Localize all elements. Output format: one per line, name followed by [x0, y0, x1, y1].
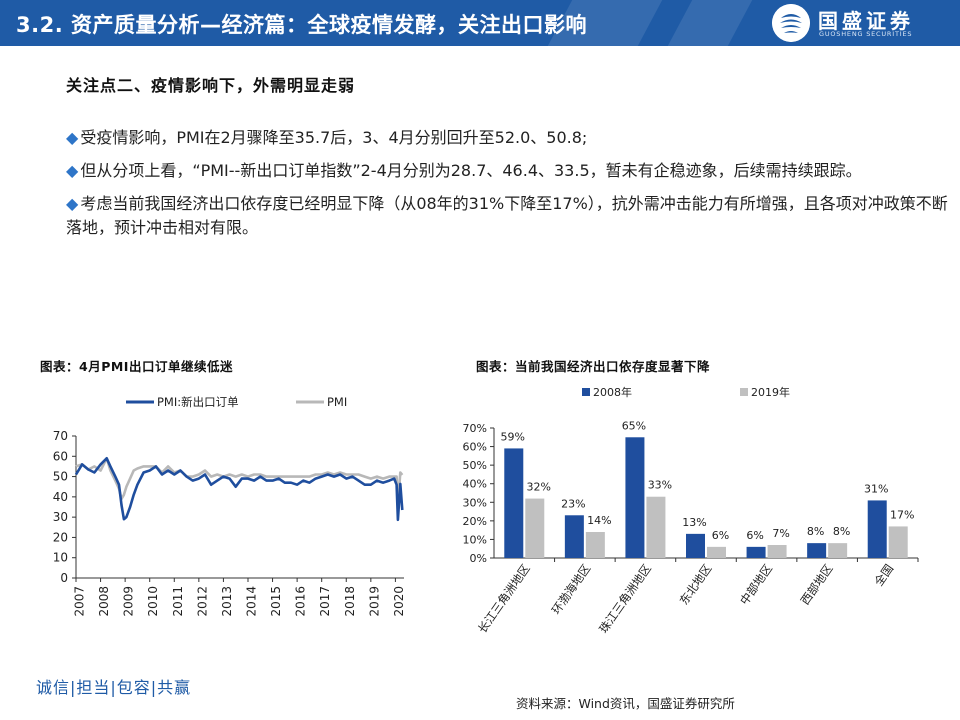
y-tick-label: 40%	[463, 478, 487, 491]
x-tick-label: 2017	[318, 586, 332, 617]
diamond-bullet-icon: ◆	[66, 161, 79, 180]
export-chart-title: 图表：当前我国经济出口依存度显著下降	[476, 359, 711, 374]
pmi-chart-title: 图表：4月PMI出口订单继续低迷	[40, 359, 233, 374]
x-tick-label: 2015	[269, 586, 283, 617]
x-tick-label: 2011	[171, 586, 185, 617]
y-tick-label: 10%	[463, 533, 487, 546]
bar	[504, 448, 524, 558]
bullet-text: 考虑当前我国经济出口依存度已经明显下降（从08年的31%下降至17%），抗外需冲…	[66, 194, 948, 237]
y-tick-label: 40	[53, 490, 68, 504]
y-tick-label: 50	[53, 470, 68, 484]
bar	[646, 496, 666, 558]
category-label: 环渤海地区	[549, 562, 593, 617]
legend-swatch	[582, 388, 590, 396]
x-tick-label: 2007	[73, 586, 87, 617]
category-label: 西部地区	[798, 562, 836, 608]
header-stripe	[667, 0, 753, 46]
header-bar: 3.2. 资产质量分析—经济篇：全球疫情发酵，关注出口影响 国盛证券 GUOSH…	[0, 0, 960, 46]
bar	[888, 526, 908, 558]
y-tick-label: 0	[60, 571, 68, 585]
x-tick-label: 2018	[343, 586, 357, 617]
x-tick-label: 2016	[294, 586, 308, 617]
data-label: 13%	[682, 516, 706, 529]
y-tick-label: 0%	[470, 552, 487, 565]
x-tick-label: 2010	[146, 586, 160, 617]
page-title: 3.2. 资产质量分析—经济篇：全球疫情发酵，关注出口影响	[16, 9, 587, 39]
bar	[625, 437, 645, 558]
legend-label: 2008年	[593, 385, 632, 399]
series-line-export-orders	[74, 457, 404, 522]
export-bar-chart: 2008年 2019年 0% 10% 20% 30% 40% 50% 60% 70% 59% 32% 长…	[463, 385, 919, 636]
legend-label: PMI	[327, 395, 347, 409]
series-line-pmi	[75, 457, 404, 507]
data-label: 33%	[648, 479, 672, 492]
legend-swatch	[740, 388, 748, 396]
source-note: 资料来源：Wind资讯，国盛证券研究所	[516, 696, 735, 711]
bar	[585, 532, 605, 558]
x-tick-label: 2009	[122, 586, 136, 617]
brand-logo: 国盛证券 GUOSHENG SECURITIES	[772, 2, 952, 44]
brand-subtitle: GUOSHENG SECURITIES	[819, 30, 913, 38]
bullet-text: 但从分项上看，“PMI--新出口订单指数”2-4月分别为28.7、46.4、33…	[80, 161, 862, 180]
bullet-list: ◆ 受疫情影响，PMI在2月骤降至35.7后，3、4月分别回升至52.0、50.8…	[66, 126, 950, 249]
brand-name: 国盛证券	[818, 9, 914, 33]
subheading: 关注点二、疫情影响下，外需明显走弱	[66, 76, 356, 95]
category-label: 中部地区	[737, 562, 775, 608]
x-tick-label: 2008	[97, 586, 111, 617]
legend-label: PMI:新出口订单	[157, 395, 239, 409]
y-tick-label: 60%	[463, 441, 487, 454]
y-tick-label: 70%	[463, 422, 487, 435]
y-tick-label: 20%	[463, 515, 487, 528]
y-tick-label: 30%	[463, 496, 487, 509]
data-label: 59%	[501, 430, 525, 443]
company-logo-icon	[772, 4, 810, 42]
data-label: 6%	[746, 529, 763, 542]
bar	[828, 543, 848, 558]
bar	[807, 543, 827, 558]
bullet-item: ◆ 但从分项上看，“PMI--新出口订单指数”2-4月分别为28.7、46.4、3…	[66, 159, 950, 183]
y-tick-label: 50%	[463, 459, 487, 472]
x-tick-label: 2012	[195, 586, 209, 617]
data-label: 8%	[833, 525, 850, 538]
diamond-bullet-icon: ◆	[66, 128, 79, 147]
x-tick-label: 2014	[244, 586, 258, 617]
x-tick-label: 2020	[392, 586, 406, 617]
diamond-bullet-icon: ◆	[66, 194, 79, 213]
category-label: 东北地区	[677, 562, 715, 608]
bar	[525, 498, 545, 558]
y-tick-label: 70	[53, 429, 68, 443]
data-label: 23%	[561, 497, 585, 510]
bar	[564, 515, 584, 558]
category-label: 长江三角洲地区	[475, 562, 533, 636]
bullet-item: ◆ 考虑当前我国经济出口依存度已经明显下降（从08年的31%下降至17%），抗外需…	[66, 192, 950, 240]
y-tick-label: 60	[53, 449, 68, 463]
bar	[686, 533, 705, 558]
bar	[707, 546, 726, 558]
y-tick-label: 20	[53, 530, 68, 544]
x-tick-label: 2013	[220, 586, 234, 617]
bullet-item: ◆ 受疫情影响，PMI在2月骤降至35.7后，3、4月分别回升至52.0、50.8…	[66, 126, 950, 150]
data-label: 8%	[807, 525, 824, 538]
y-tick-label: 30	[53, 510, 68, 524]
data-label: 32%	[527, 481, 551, 494]
x-tick-label: 2019	[367, 586, 381, 617]
bar	[767, 545, 787, 558]
data-label: 14%	[587, 514, 611, 527]
data-label: 65%	[622, 419, 646, 432]
bar	[867, 500, 887, 558]
footer-slogan: 诚信|担当|包容|共赢	[36, 678, 192, 697]
data-label: 31%	[864, 482, 888, 495]
data-label: 17%	[890, 508, 914, 521]
y-tick-label: 10	[53, 551, 68, 565]
bar	[746, 546, 766, 558]
legend-label: 2019年	[751, 385, 790, 399]
pmi-line-chart: PMI:新出口订单 PMI 0 10 20 30 40 50 60 70 2007 2008 2009 2…	[53, 395, 406, 617]
section-title: 资产质量分析—经济篇：全球疫情发酵，关注出口影响	[71, 13, 587, 37]
bullet-text: 受疫情影响，PMI在2月骤降至35.7后，3、4月分别回升至52.0、50.8;	[80, 128, 588, 147]
data-label: 7%	[772, 527, 789, 540]
category-label: 珠江三角洲地区	[596, 562, 654, 636]
data-label: 6%	[712, 529, 729, 542]
category-label: 全国	[872, 562, 897, 589]
section-number: 3.2.	[16, 13, 64, 37]
